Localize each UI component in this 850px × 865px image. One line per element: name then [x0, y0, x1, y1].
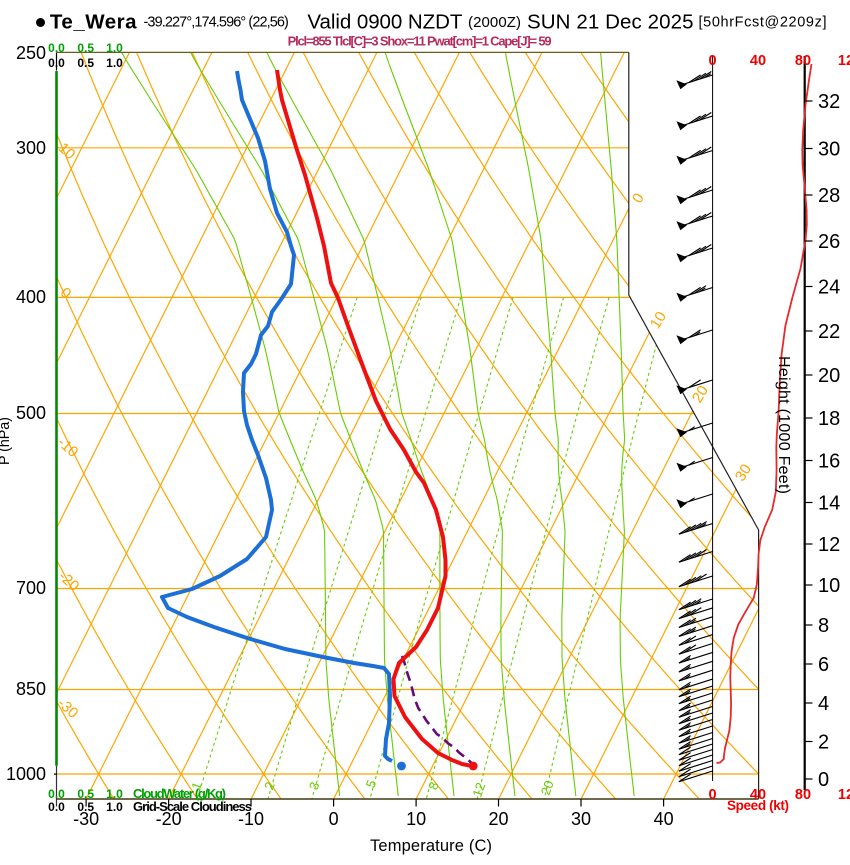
- svg-text:P (hPa): P (hPa): [0, 417, 13, 465]
- svg-text:6: 6: [818, 654, 829, 676]
- svg-text:0.0: 0.0: [48, 56, 65, 70]
- svg-text:8: 8: [425, 780, 442, 792]
- svg-text:22: 22: [818, 321, 840, 343]
- svg-text:12: 12: [469, 780, 488, 799]
- svg-text:10: 10: [406, 809, 426, 829]
- svg-text:-10: -10: [238, 809, 264, 829]
- svg-text:28: 28: [818, 185, 840, 207]
- svg-text:30: 30: [732, 461, 755, 484]
- svg-text:0.5: 0.5: [77, 800, 94, 814]
- svg-text:32: 32: [818, 91, 840, 113]
- svg-text:0: 0: [818, 769, 829, 791]
- svg-text:Speed (kt): Speed (kt): [727, 798, 789, 813]
- svg-text:300: 300: [16, 138, 46, 158]
- svg-text:CloudWater (g/Kg): CloudWater (g/Kg): [133, 786, 226, 801]
- svg-text:(2000Z): (2000Z): [468, 14, 521, 31]
- svg-text:500: 500: [16, 403, 46, 423]
- svg-text:20: 20: [488, 809, 508, 829]
- svg-text:40: 40: [654, 809, 674, 829]
- svg-text:0.5: 0.5: [77, 56, 94, 70]
- svg-text:2: 2: [818, 732, 829, 754]
- svg-text:0: 0: [709, 787, 717, 803]
- svg-text:16: 16: [818, 451, 840, 473]
- svg-text:-30: -30: [73, 809, 99, 829]
- svg-text:1.0: 1.0: [106, 41, 123, 55]
- svg-text:Height (1000 Feet): Height (1000 Feet): [775, 356, 792, 494]
- svg-text:10: 10: [818, 575, 840, 597]
- svg-text:24: 24: [818, 277, 840, 299]
- svg-text:250: 250: [16, 43, 46, 63]
- svg-text:4: 4: [818, 693, 829, 715]
- svg-text:0.5: 0.5: [77, 41, 94, 55]
- svg-text:10: 10: [647, 309, 670, 332]
- svg-text:Plcl=855 Tlcl[C]=3 Shox=11 Pwa: Plcl=855 Tlcl[C]=3 Shox=11 Pwat[cm]=1 Ca…: [288, 34, 552, 49]
- svg-text:0.0: 0.0: [48, 787, 65, 801]
- svg-text:700: 700: [16, 578, 46, 598]
- svg-text:80: 80: [795, 787, 811, 803]
- svg-text:0: 0: [709, 53, 717, 69]
- svg-text:1.0: 1.0: [106, 56, 123, 70]
- svg-text:8: 8: [818, 615, 829, 637]
- svg-text:1000: 1000: [6, 764, 46, 784]
- svg-text:20: 20: [818, 365, 840, 387]
- svg-text:400: 400: [16, 287, 46, 307]
- svg-text:0.0: 0.0: [48, 41, 65, 55]
- svg-text:30: 30: [818, 139, 840, 161]
- svg-text:Temperature (C): Temperature (C): [370, 837, 492, 855]
- svg-text:20: 20: [538, 778, 557, 797]
- svg-text:40: 40: [750, 787, 766, 803]
- svg-text:12: 12: [838, 787, 850, 803]
- svg-text:20: 20: [689, 383, 712, 406]
- svg-text:40: 40: [750, 53, 766, 69]
- svg-text:0: 0: [329, 809, 339, 829]
- svg-text:850: 850: [16, 679, 46, 699]
- svg-text:14: 14: [818, 493, 840, 515]
- svg-text:Te_Wera: Te_Wera: [50, 11, 137, 34]
- svg-text:30: 30: [571, 809, 591, 829]
- svg-text:Valid 0900 NZDT: Valid 0900 NZDT: [307, 11, 462, 34]
- svg-text:-39.227°,174.596° (22,56): -39.227°,174.596° (22,56): [144, 15, 289, 31]
- svg-text:0.0: 0.0: [48, 800, 65, 814]
- svg-text:[50hrFcst@2209z]: [50hrFcst@2209z]: [699, 15, 827, 31]
- svg-text:12: 12: [818, 534, 840, 556]
- svg-text:18: 18: [818, 408, 840, 430]
- svg-text:5: 5: [363, 778, 380, 790]
- svg-text:3: 3: [306, 780, 323, 792]
- svg-text:2: 2: [261, 780, 278, 792]
- svg-text:0.5: 0.5: [77, 787, 94, 801]
- svg-text:12: 12: [838, 53, 850, 69]
- svg-text:SUN 21 Dec 2025: SUN 21 Dec 2025: [527, 11, 694, 34]
- svg-text:1.0: 1.0: [106, 800, 123, 814]
- svg-text:-20: -20: [156, 809, 182, 829]
- svg-text:1.0: 1.0: [106, 787, 123, 801]
- svg-text:1: 1: [188, 780, 205, 792]
- svg-text:26: 26: [818, 231, 840, 253]
- svg-text:80: 80: [795, 53, 811, 69]
- svg-text:Grid-Scale Cloudiness: Grid-Scale Cloudiness: [133, 799, 252, 814]
